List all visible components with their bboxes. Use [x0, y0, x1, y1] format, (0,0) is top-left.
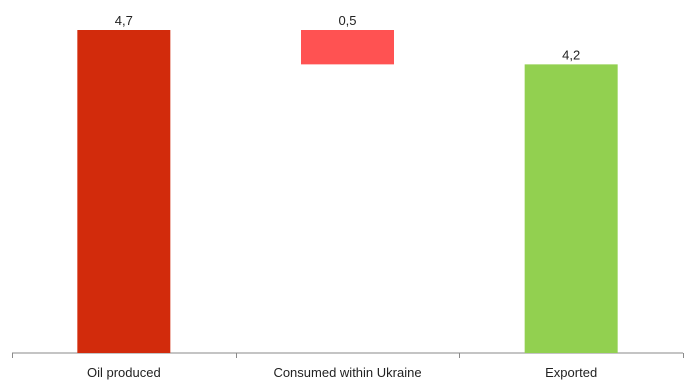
x-tick-label-1: Consumed within Ukraine — [273, 365, 421, 380]
data-label-2: 4,2 — [562, 47, 580, 62]
x-tick-label-0: Oil produced — [87, 365, 161, 380]
bar-1 — [301, 30, 394, 65]
x-tick-label-2: Exported — [545, 365, 597, 380]
data-label-0: 4,7 — [115, 13, 133, 28]
bar-0 — [77, 30, 171, 353]
bar-2 — [524, 64, 618, 354]
data-label-1: 0,5 — [338, 13, 356, 28]
